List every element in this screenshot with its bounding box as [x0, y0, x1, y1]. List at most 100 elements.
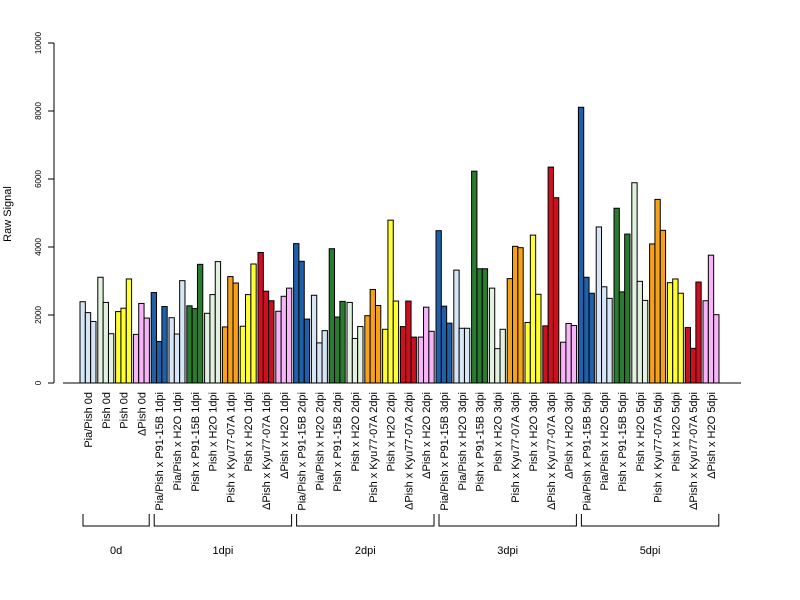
y-tick-label: 4000 — [34, 238, 43, 256]
bar-19-1 — [423, 306, 430, 384]
bar-11-0 — [275, 310, 282, 384]
y-tick-label: 6000 — [34, 170, 43, 188]
bar-13-2 — [321, 330, 328, 384]
bar-21-0 — [453, 269, 460, 384]
bar-23-0 — [488, 287, 496, 384]
bar-28-2 — [588, 292, 595, 384]
bar-16-0 — [364, 315, 371, 384]
category-label: Pia/Pish x H2O 5dpi — [599, 392, 611, 490]
bar-19-0 — [417, 336, 425, 384]
bar-4-2 — [161, 306, 168, 384]
category-label: ΔPish 0d — [136, 392, 148, 436]
bar-30-2 — [624, 233, 631, 384]
bar-18-1 — [405, 300, 412, 384]
category-label: Pish 0d — [119, 392, 131, 429]
bar-17-1 — [387, 219, 394, 384]
bar-0-1 — [84, 312, 92, 384]
bar-7-1 — [209, 294, 216, 384]
category-label: Pish x P91-15B 3dpi — [475, 392, 487, 492]
y-axis-label: Raw Signal — [2, 186, 14, 242]
bar-14-1 — [334, 316, 341, 384]
bar-20-2 — [446, 322, 453, 384]
bar-6-2 — [196, 263, 204, 384]
bar-10-2 — [268, 300, 275, 384]
bar-21-2 — [463, 327, 471, 384]
bar-8-1 — [227, 276, 234, 384]
bar-33-0 — [666, 282, 674, 384]
bar-25-2 — [535, 293, 542, 384]
bar-2-2 — [125, 278, 133, 384]
bar-10-1 — [262, 290, 270, 384]
bar-16-2 — [374, 304, 382, 384]
bar-22-1 — [476, 268, 483, 384]
bar-1-0 — [97, 276, 104, 384]
bar-28-1 — [583, 276, 590, 384]
bar-2-0 — [115, 311, 122, 384]
y-tick-label: 0 — [34, 380, 43, 385]
category-label: Pish x P91-15B 1dpi — [190, 392, 202, 492]
bar-20-0 — [435, 230, 442, 384]
bar-0-0 — [79, 301, 86, 384]
category-label: Pish x Kyu77-07A 3dpi — [510, 392, 522, 503]
bar-7-0 — [204, 312, 211, 384]
bar-25-1 — [529, 234, 537, 384]
category-label: ΔPish x H2O 5dpi — [706, 392, 718, 479]
bar-9-2 — [250, 263, 257, 384]
bar-29-1 — [601, 286, 608, 384]
group-bracket — [438, 514, 577, 527]
bar-4-0 — [150, 292, 158, 384]
bar-11-1 — [280, 295, 287, 384]
bar-20-1 — [440, 305, 448, 384]
bar-23-2 — [499, 328, 506, 384]
bar-15-0 — [346, 301, 353, 384]
bar-12-1 — [298, 260, 305, 384]
bar-16-1 — [369, 289, 376, 384]
category-label: Pish x H2O 3dpi — [492, 392, 504, 471]
bars — [79, 106, 720, 384]
bar-6-1 — [191, 308, 198, 384]
group-label: 2dpi — [355, 545, 376, 557]
bar-2-1 — [120, 307, 127, 384]
bar-26-2 — [552, 197, 560, 384]
bar-4-1 — [156, 341, 163, 384]
bar-14-2 — [339, 300, 346, 384]
category-label: Pish x Kyu77-07A 2dpi — [368, 392, 380, 503]
bar-25-0 — [524, 321, 531, 384]
category-label: ΔPish x H2O 1dpi — [279, 392, 291, 479]
category-label: Pish x P91-15B 5dpi — [617, 392, 629, 492]
bar-35-2 — [713, 314, 720, 384]
bar-21-1 — [458, 327, 465, 384]
group-bracket — [153, 514, 293, 527]
bar-17-0 — [382, 328, 389, 384]
bar-9-0 — [239, 325, 247, 384]
bar-34-1 — [690, 347, 697, 384]
bar-14-0 — [328, 248, 336, 384]
bar-32-2 — [659, 229, 667, 384]
category-label: Pish x H2O 5dpi — [670, 392, 682, 471]
category-label: Pish x H2O 3dpi — [528, 392, 540, 471]
bar-35-1 — [707, 254, 715, 384]
bar-29-2 — [606, 297, 613, 384]
bar-34-0 — [684, 327, 692, 384]
bar-18-2 — [410, 336, 417, 384]
category-label: Pish 0d — [101, 392, 113, 429]
bar-15-1 — [351, 337, 359, 384]
category-label: ΔPish x Kyu77-07A 1dpi — [261, 392, 273, 510]
bar-32-0 — [649, 243, 656, 384]
bar-12-2 — [303, 318, 311, 384]
category-labels: Pia/Pish 0d Pish 0d Pish 0d ΔPish 0d Pia/Pis… — [83, 392, 718, 511]
group-brackets: 0d 1dpi 2dpi 3dpi 5dpi — [82, 514, 720, 557]
group-label: 0d — [110, 545, 122, 557]
bar-26-0 — [542, 325, 549, 384]
bar-29-0 — [595, 226, 603, 384]
category-label: Pish x H2O 5dpi — [635, 392, 647, 471]
bar-31-0 — [631, 182, 638, 384]
y-tick-label: 2000 — [34, 306, 43, 324]
bar-3-1 — [138, 302, 145, 384]
bar-27-0 — [560, 341, 567, 384]
bar-6-0 — [186, 305, 193, 384]
y-tick-label: 8000 — [34, 102, 43, 120]
bar-34-2 — [695, 281, 702, 384]
category-label: ΔPish x Kyu77-07A 2dpi — [403, 392, 415, 510]
